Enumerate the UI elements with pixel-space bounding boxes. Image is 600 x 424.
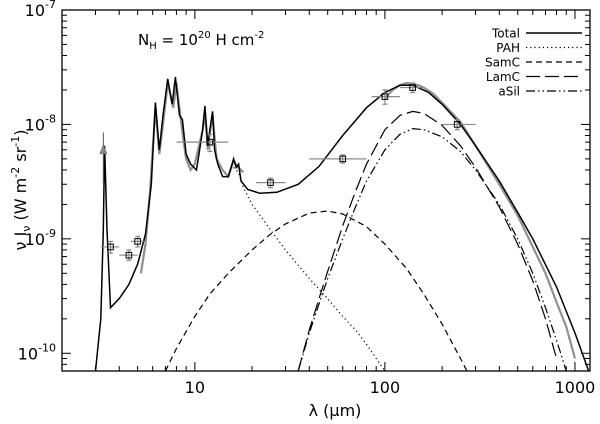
axis-ticks: 10 100 1000 10-10 10-9 10-8 10-7 <box>18 0 596 397</box>
y-axis-label: ν Iν (W m-2 sr-1) <box>9 130 33 251</box>
x-axis-label: λ (μm) <box>309 401 362 420</box>
x-tick-label: 100 <box>370 378 401 397</box>
photometry-point <box>267 179 274 186</box>
photometry-point <box>107 243 114 251</box>
photometry-point <box>134 238 141 245</box>
photometry-point <box>453 121 461 128</box>
x-tick-label: 1000 <box>555 378 596 397</box>
photometry-point <box>125 251 133 259</box>
photometry-point <box>381 93 389 100</box>
x-tick-label: 10 <box>185 378 205 397</box>
legend-label: aSil <box>498 85 520 99</box>
series-line-samc <box>164 210 468 371</box>
data-layer <box>94 76 590 371</box>
photometry-point <box>339 155 347 163</box>
series-line-asil <box>297 127 567 371</box>
plot-area <box>94 76 590 371</box>
legend-label: LamC <box>486 70 520 84</box>
observed-spectrum-far-ir <box>384 81 577 359</box>
series-line-pah <box>233 167 386 371</box>
legend-label: SamC <box>485 56 520 70</box>
photometry-point <box>206 138 214 146</box>
legend-label: Total <box>491 27 520 41</box>
nh-annotation: NH = 1020 H cm-2 <box>138 30 264 52</box>
feature-marker-triangle <box>99 143 108 155</box>
y-tick-label: 10-9 <box>25 227 56 249</box>
legend-label: PAH <box>496 41 520 55</box>
series-line-lamc <box>297 110 558 371</box>
y-tick-label: 10-7 <box>25 0 56 20</box>
y-tick-label: 10-10 <box>18 341 56 363</box>
plot-frame <box>61 9 591 372</box>
photometry-point <box>409 84 416 91</box>
series-line-total <box>94 76 590 371</box>
y-tick-label: 10-8 <box>25 112 56 134</box>
